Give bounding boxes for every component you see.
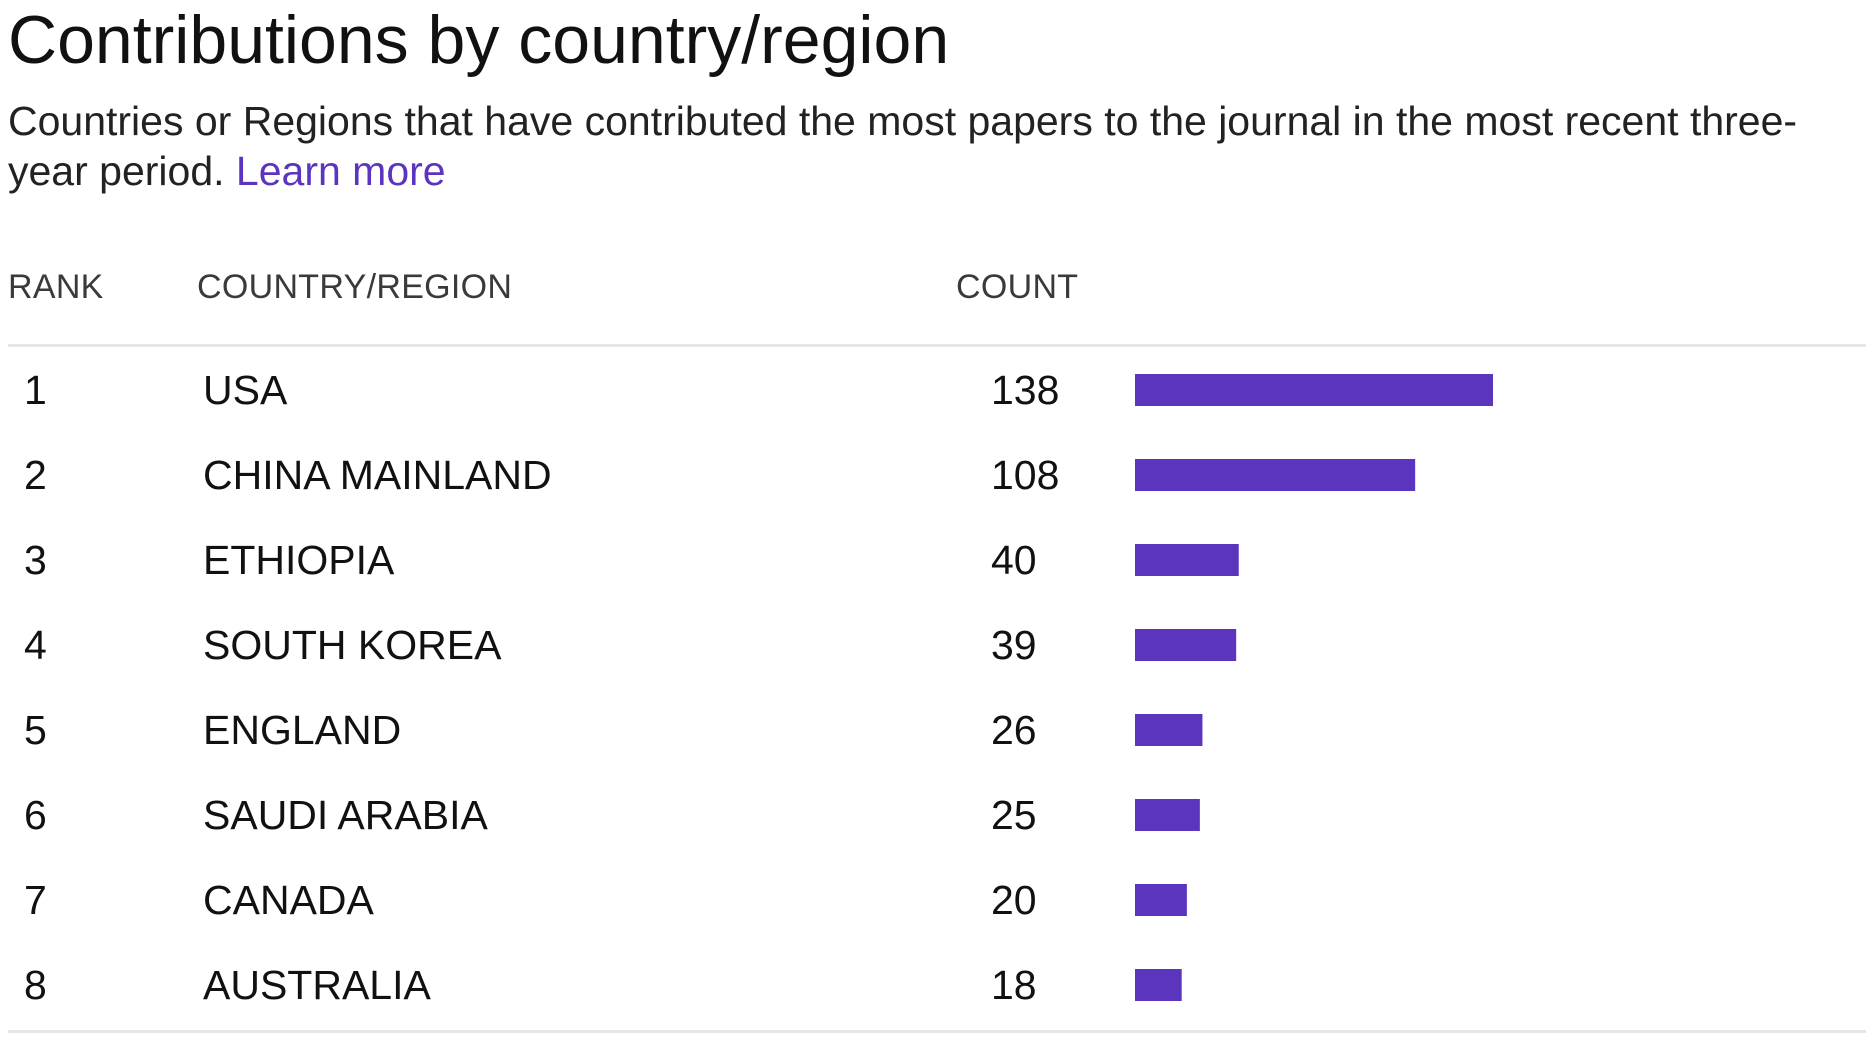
row-count: 40 xyxy=(991,537,1037,583)
row-rank: 8 xyxy=(24,962,47,1008)
row-rank: 6 xyxy=(24,792,47,838)
row-count: 25 xyxy=(991,792,1037,838)
row-rank: 3 xyxy=(24,537,47,583)
row-count: 26 xyxy=(991,707,1037,753)
bar-saudi-arabia xyxy=(1135,799,1200,831)
bar-ethiopia xyxy=(1135,544,1239,576)
row-country: SOUTH KOREA xyxy=(203,622,502,668)
bar-australia xyxy=(1135,969,1182,1001)
column-header-country: COUNTRY/REGION xyxy=(197,268,513,306)
row-count: 138 xyxy=(991,367,1060,413)
row-count: 18 xyxy=(991,962,1037,1008)
learn-more-link[interactable]: Learn more xyxy=(235,148,446,194)
subtitle-text: Countries or Regions that have contribut… xyxy=(8,98,1798,194)
row-country: AUSTRALIA xyxy=(203,962,431,1008)
row-count: 39 xyxy=(991,622,1037,668)
row-count: 20 xyxy=(991,877,1037,923)
row-country: SAUDI ARABIA xyxy=(203,792,488,838)
page-title: Contributions by country/region xyxy=(8,2,950,78)
bar-usa xyxy=(1135,374,1493,406)
column-header-count: COUNT xyxy=(956,268,1079,306)
header-divider xyxy=(8,344,1866,347)
bar-canada xyxy=(1135,884,1187,916)
row-country: ENGLAND xyxy=(203,707,402,753)
row-count: 108 xyxy=(991,452,1060,498)
row-rank: 7 xyxy=(24,877,47,923)
bar-england xyxy=(1135,714,1203,746)
row-country: USA xyxy=(203,367,288,413)
row-rank: 2 xyxy=(24,452,47,498)
column-header-rank: RANK xyxy=(8,268,104,306)
bar-china-mainland xyxy=(1135,459,1416,491)
row-rank: 5 xyxy=(24,707,47,753)
bar-south-korea xyxy=(1135,629,1237,661)
row-rank: 1 xyxy=(24,367,47,413)
row-rank: 4 xyxy=(24,622,47,668)
footer-divider xyxy=(8,1030,1866,1033)
row-country: CANADA xyxy=(203,877,374,923)
row-country: ETHIOPIA xyxy=(203,537,395,583)
row-country: CHINA MAINLAND xyxy=(203,452,552,498)
subtitle: Countries or Regions that have contribut… xyxy=(8,96,1863,196)
